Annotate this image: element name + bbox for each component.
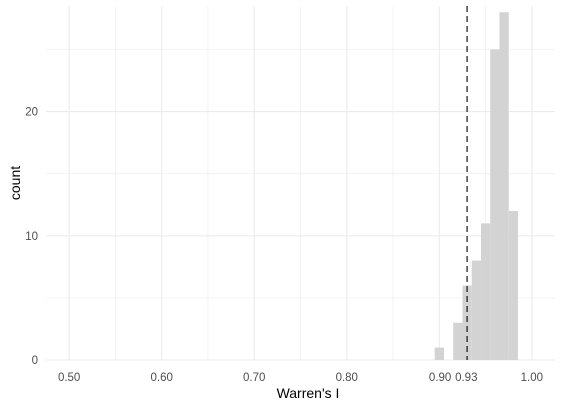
histogram-bar-7: [508, 210, 518, 360]
x-tick-label: 0.60: [150, 372, 172, 384]
y-axis-title: count: [7, 166, 23, 200]
histogram-bars: [434, 12, 518, 360]
histogram-bar-0: [434, 347, 444, 360]
histogram-bar-6: [499, 12, 509, 360]
histogram-bar-2: [462, 285, 472, 360]
y-tick-label: 0: [32, 355, 38, 367]
histogram-bar-5: [490, 49, 500, 360]
x-axis-title: Warren's I: [277, 385, 340, 401]
y-tick-label: 20: [25, 107, 38, 119]
x-tick-label: 0.93: [455, 372, 477, 384]
histogram-bar-1: [453, 322, 463, 360]
x-tick-label: 0.50: [58, 372, 80, 384]
x-axis-ticks: 0.50 0.60 0.70 0.80 0.90 0.93 1.00: [58, 372, 543, 384]
histogram-bar-4: [480, 223, 491, 360]
x-tick-label: 0.80: [336, 372, 358, 384]
x-tick-label: 1.00: [521, 372, 543, 384]
y-tick-label: 10: [25, 231, 38, 243]
histogram-bar-3: [471, 260, 481, 360]
y-axis-ticks: 0 10 20: [25, 107, 38, 367]
x-tick-label: 0.90: [429, 372, 451, 384]
x-tick-label: 0.70: [243, 372, 265, 384]
grid-minor: [46, 6, 555, 360]
